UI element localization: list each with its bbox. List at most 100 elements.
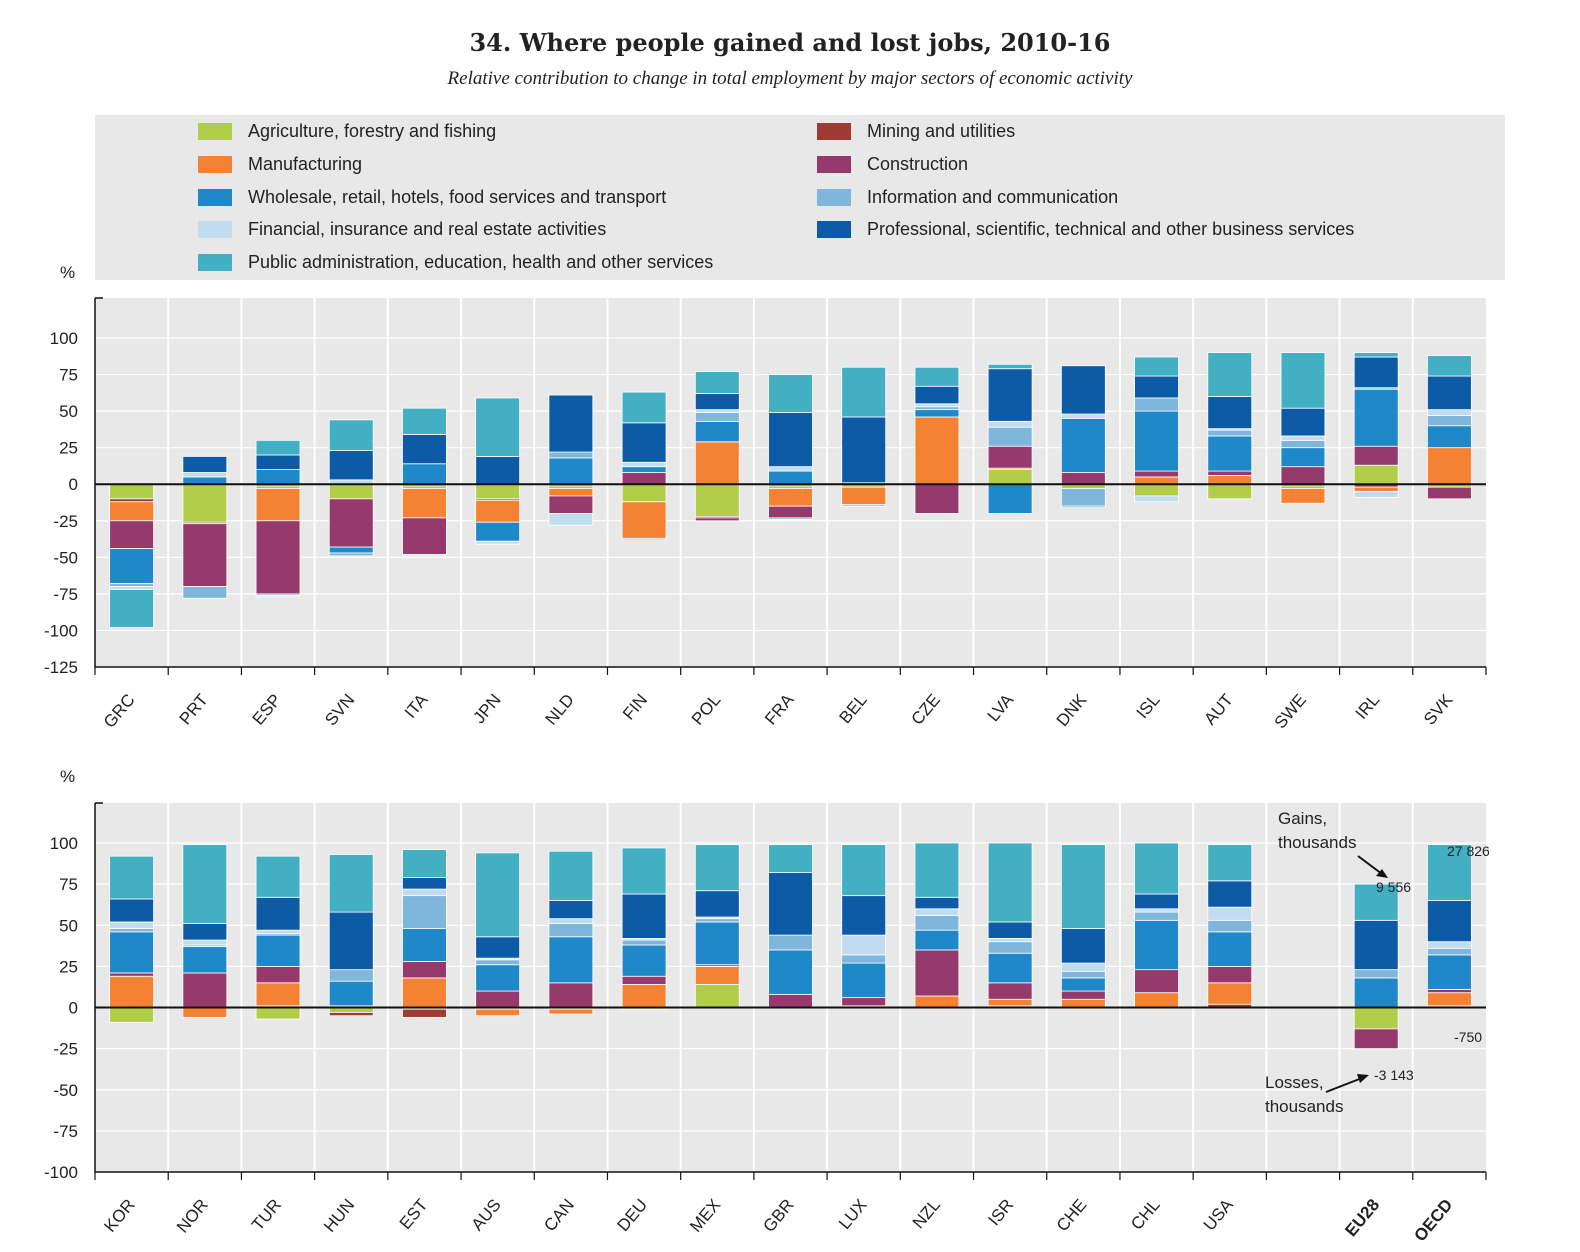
legend-item-agriculture: Agriculture, forestry and fishing [198, 120, 496, 142]
bar-segment-lva-agri [987, 469, 1033, 485]
bar-segment-cze-info [914, 406, 960, 411]
bar-segment-nzl-manu [914, 995, 960, 1008]
bar-segment-ita-pub [402, 407, 447, 435]
y-tick-label: -25 [53, 1040, 78, 1059]
bar-segment-esp-fin [255, 594, 301, 598]
oecd-loss-value: -750 [1454, 1029, 1482, 1045]
bar-segment-kor-whole [109, 931, 154, 974]
bar-segment-svk-manu [1427, 447, 1472, 485]
y-tick-label: -100 [44, 1163, 78, 1182]
bar-segment-can-whole [548, 936, 594, 984]
bar-segment-swe-whole [1280, 447, 1326, 468]
bar-segment-isr-constr [987, 982, 1033, 1000]
bar-segment-nzl-constr [914, 949, 960, 997]
bar-segment-mex-prof [694, 890, 740, 918]
bar-segment-est-whole [402, 928, 447, 962]
bar-segment-kor-pub [109, 855, 154, 900]
bar-segment-aus-whole [475, 964, 521, 992]
bar-segment-fra-manu [768, 488, 813, 507]
x-tick-label-che: CHE [1053, 1195, 1091, 1235]
bar-segment-pol-fin [694, 409, 740, 413]
bar-segment-kor-prof [109, 898, 154, 923]
x-tick-label-bel: BEL [836, 690, 871, 727]
bar-segment-fra-info [768, 517, 813, 520]
bar-segment-lux-whole [841, 962, 887, 999]
x-tick-label-isr: ISR [984, 1195, 1017, 1229]
bar-segment-kor-fin [109, 921, 154, 929]
bar-segment-hun-whole [328, 980, 374, 1007]
gains-arrow [1357, 855, 1383, 875]
bar-segment-jpn-fin [475, 540, 521, 545]
bar-segment-irl-agri [1353, 464, 1399, 485]
bar-segment-cze-manu [914, 416, 960, 485]
bar-segment-deu-pub [621, 847, 667, 895]
x-tick-label-fra: FRA [761, 690, 798, 729]
bar-segment-eu28-whole [1353, 977, 1399, 1008]
x-tick-label-lux: LUX [835, 1195, 871, 1233]
bar-segment-can-fin [548, 918, 594, 925]
bar-segment-tur-agri [255, 1007, 301, 1020]
bar-segment-chl-pub [1134, 842, 1179, 895]
y-tick-label: -100 [44, 621, 78, 640]
x-tick-label-fin: FIN [619, 690, 651, 723]
legend-item-professional: Professional, scientific, technical and … [817, 218, 1354, 240]
bar-segment-nzl-prof [914, 896, 960, 910]
bar-segment-irl-fin [1353, 491, 1399, 498]
bar-segment-nor-whole [182, 946, 228, 974]
bar-segment-grc-info [109, 583, 154, 587]
bar-segment-lux-constr [841, 997, 887, 1007]
legend-swatch-manufacturing [198, 155, 232, 173]
y-tick-label: 100 [50, 329, 78, 348]
bar-segment-kor-manu [109, 975, 154, 1008]
bar-segment-mex-info [694, 918, 740, 923]
bar-segment-che-fin [1060, 962, 1106, 972]
y-tick-label: -75 [53, 1122, 78, 1141]
bar-segment-fra-pub [768, 374, 813, 413]
bar-segment-swe-manu [1280, 488, 1326, 504]
legend-swatch-public [198, 253, 232, 271]
x-tick-label-est: EST [396, 1195, 432, 1233]
bar-segment-chl-constr [1134, 969, 1179, 994]
annotations: Gains, thousands 9 556 27 826 -3 143 -75… [1265, 809, 1490, 1116]
x-tick-label-nor: NOR [173, 1195, 212, 1236]
oecd-gain-value: 27 826 [1447, 843, 1490, 859]
bar-segment-can-prof [548, 900, 594, 920]
bar-segment-est-pub [402, 849, 447, 878]
bar-segment-svn-prof [328, 450, 374, 481]
x-tick-label-usa: USA [1200, 1195, 1237, 1234]
bar-segment-chl-prof [1134, 893, 1179, 910]
y-tick-label: 75 [59, 366, 78, 385]
bar-segment-nzl-info [914, 914, 960, 931]
y-tick-label: -75 [53, 585, 78, 604]
bar-segment-tur-pub [255, 855, 301, 898]
bar-segment-irl-manu [1353, 486, 1399, 492]
bar-segment-ita-prof [402, 434, 447, 465]
bar-segment-esp-manu [255, 488, 301, 522]
bar-segment-chl-fin [1134, 908, 1179, 913]
bar-segment-swe-pub [1280, 352, 1326, 409]
legend-item-construction: Construction [817, 153, 968, 175]
bar-segment-chl-whole [1134, 919, 1179, 971]
x-tick-label-swe: SWE [1271, 690, 1310, 732]
bar-segment-dnk-prof [1060, 365, 1106, 415]
bar-segment-kor-agri [109, 1007, 154, 1023]
legend-label-mining: Mining and utilities [867, 120, 1016, 141]
bar-segment-deu-manu [621, 984, 667, 1008]
bar-segment-nld-fin [548, 513, 594, 526]
bar-segment-dnk-whole [1060, 418, 1106, 473]
bar-segment-aut-manu [1207, 475, 1253, 485]
x-tick-label-tur: TUR [248, 1195, 285, 1234]
bar-segment-bel-prof [841, 416, 887, 484]
bar-segment-aut-info [1207, 429, 1253, 437]
bar-segment-aus-pub [475, 852, 521, 938]
bar-segment-swe-fin [1280, 435, 1326, 441]
bar-segment-lva-prof [987, 368, 1033, 422]
legend-swatch-financial [198, 220, 232, 238]
bar-segment-grc-agri [109, 483, 154, 500]
bar-segment-pol-agri [694, 483, 740, 517]
y-tick-label: -125 [44, 658, 78, 677]
bar-segment-mex-whole [694, 921, 740, 966]
bar-segment-cze-pub [914, 366, 960, 387]
x-tick-label-can: CAN [540, 1195, 578, 1235]
bar-segment-che-prof [1060, 928, 1106, 964]
